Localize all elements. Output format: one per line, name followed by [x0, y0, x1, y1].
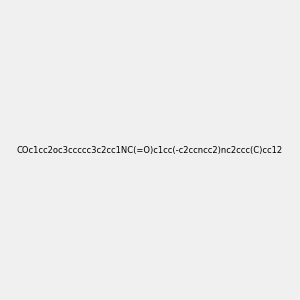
Text: COc1cc2oc3ccccc3c2cc1NC(=O)c1cc(-c2ccncc2)nc2ccc(C)cc12: COc1cc2oc3ccccc3c2cc1NC(=O)c1cc(-c2ccncc…	[17, 146, 283, 154]
